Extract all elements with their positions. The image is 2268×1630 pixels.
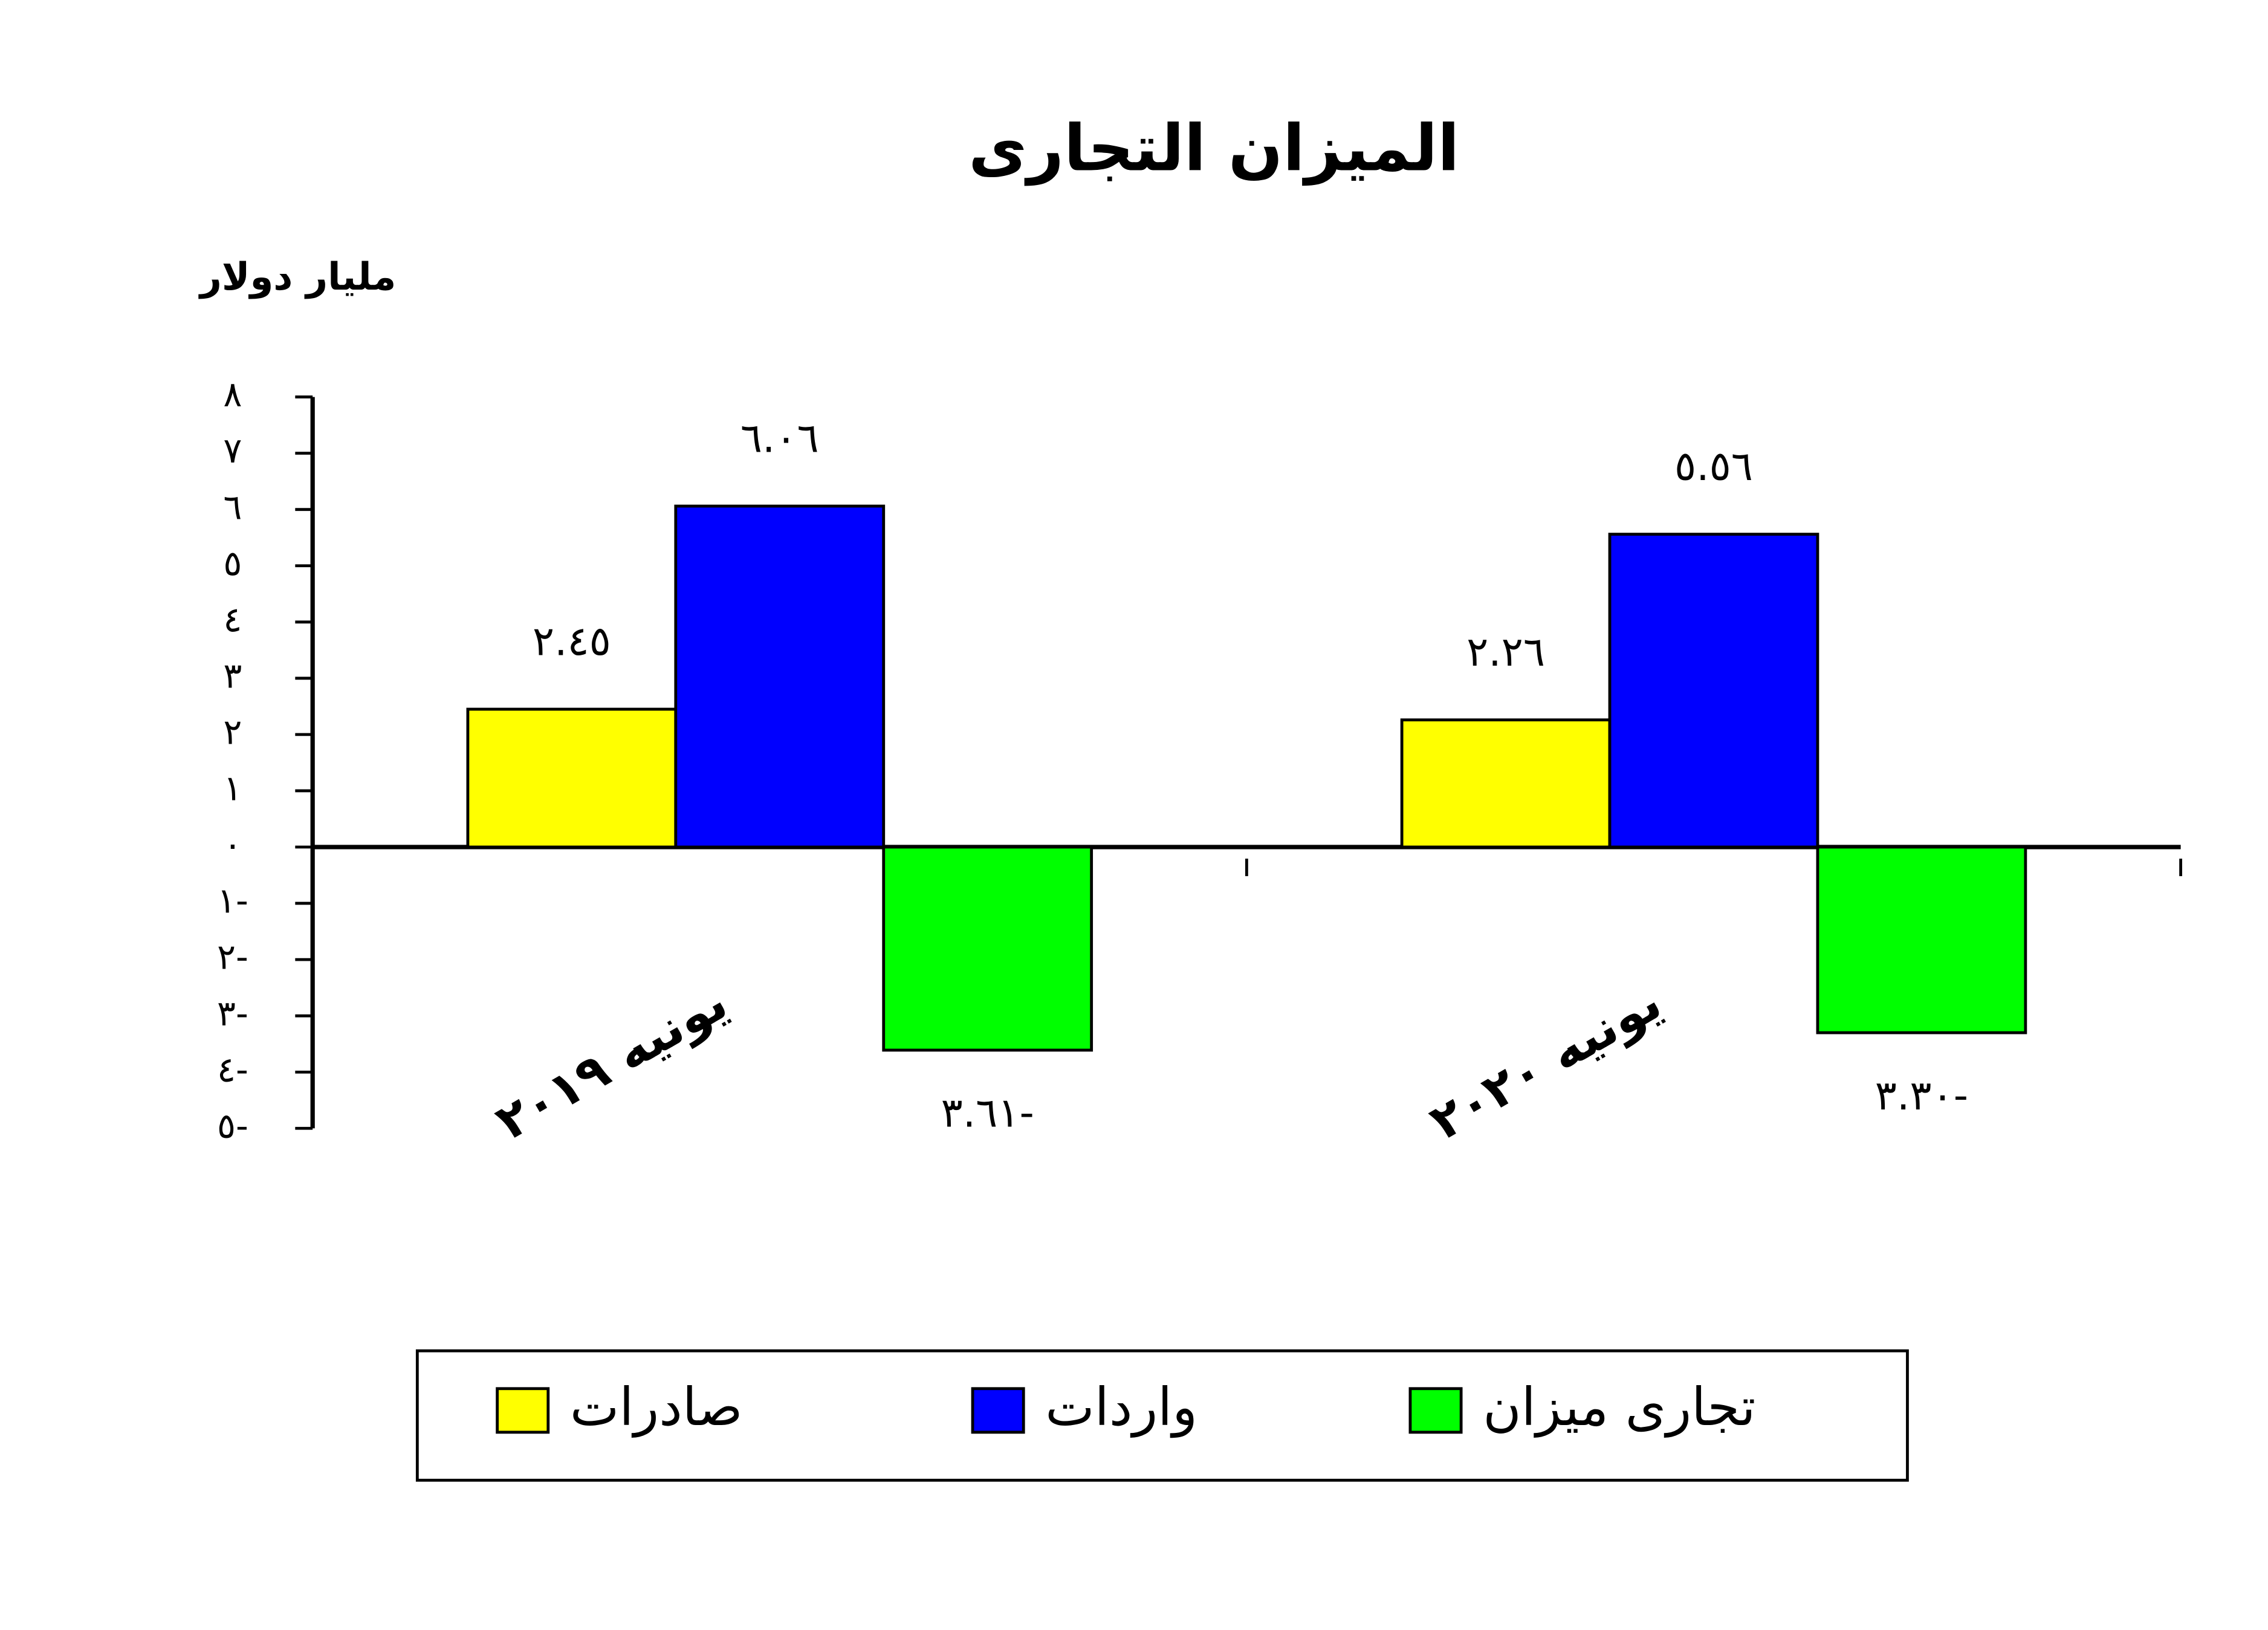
y-tick-label: ٧ [223, 430, 242, 471]
chart-title: الميزان التجارى [968, 111, 1459, 186]
legend-swatch [971, 1387, 1025, 1434]
bar [1816, 845, 2027, 1034]
y-tick-label: ٤- [217, 1049, 248, 1090]
y-tick-label: ٢- [217, 937, 248, 978]
legend-label: تجارى ميزان [1483, 1377, 1755, 1438]
y-tick-label: ٦ [223, 486, 242, 527]
y-tick-label: ٤ [223, 599, 242, 640]
legend-label: واردات [1045, 1377, 1197, 1438]
y-tick-label: ١ [223, 768, 242, 809]
legend-swatch [496, 1387, 550, 1434]
value-label: ٢.٤٥ [533, 617, 611, 664]
y-tick-label: ٨ [223, 374, 242, 415]
bar [674, 504, 886, 849]
value-label: ٣.٣٠- [1875, 1072, 1968, 1119]
legend-swatch [1408, 1387, 1463, 1434]
y-tick-label: ١- [217, 880, 248, 921]
y-tick-label: ٥ [223, 542, 242, 583]
legend-label: صادرات [570, 1377, 743, 1438]
bar [882, 845, 1094, 1052]
bar [1608, 533, 1819, 849]
y-tick-label: ٣- [217, 993, 248, 1034]
y-tick-label: ٠ [223, 824, 242, 865]
y-axis-label: مليار دولار [198, 255, 396, 299]
y-tick-label: ٣ [223, 655, 242, 696]
legend-box [415, 1349, 1909, 1482]
value-label: ٦.٠٦ [740, 414, 819, 461]
bar [1400, 718, 1612, 849]
y-tick-label: ٥- [217, 1105, 248, 1146]
value-label: ٢.٢٦ [1466, 628, 1545, 675]
value-label: ٥.٥٦ [1674, 443, 1753, 490]
bar [466, 707, 678, 849]
y-tick-label: ٢ [223, 712, 242, 753]
value-label: ٣.٦١- [941, 1089, 1034, 1137]
